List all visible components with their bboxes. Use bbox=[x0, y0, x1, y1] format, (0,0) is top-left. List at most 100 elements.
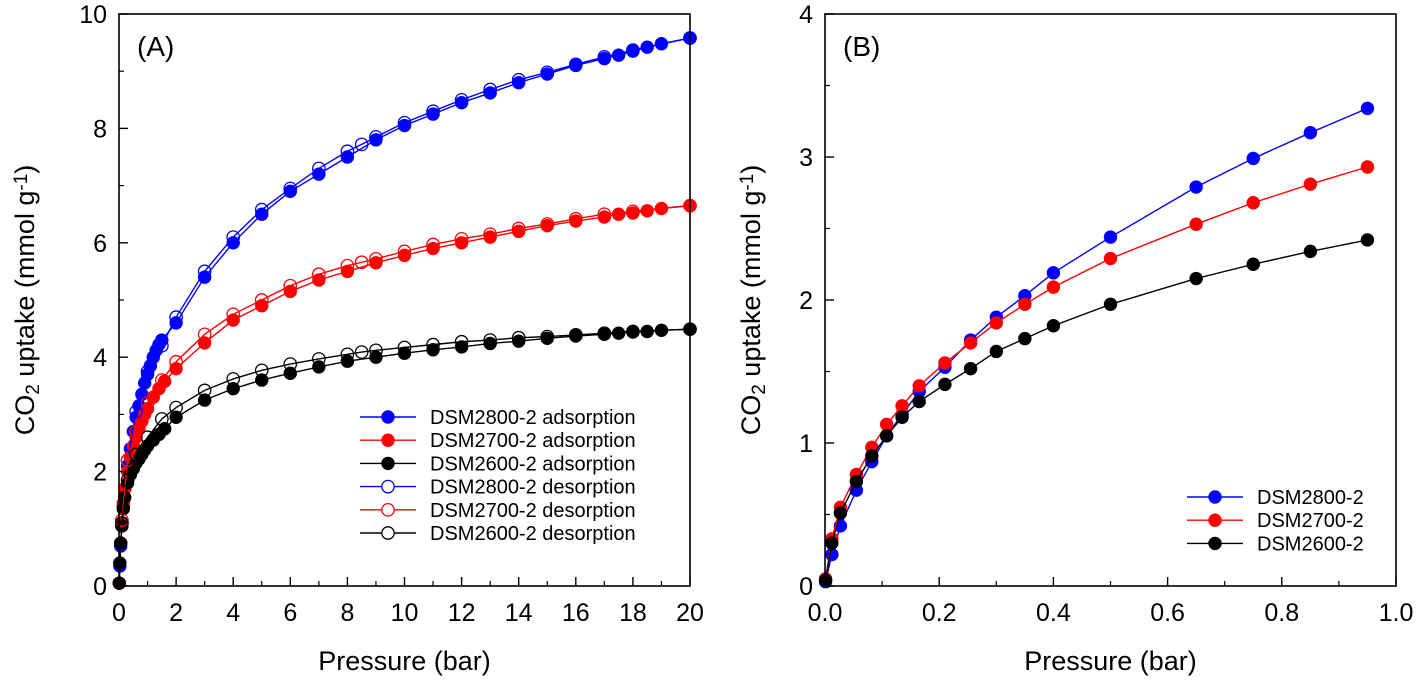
data-point bbox=[1360, 101, 1375, 116]
legend-marker bbox=[381, 502, 395, 517]
data-point bbox=[483, 227, 497, 242]
y-tick-label: 3 bbox=[799, 144, 813, 172]
data-point bbox=[197, 327, 212, 342]
series-5 bbox=[115, 198, 697, 528]
data-point bbox=[140, 430, 155, 445]
data-point bbox=[255, 207, 269, 221]
x-tick-label: 10 bbox=[391, 599, 419, 627]
x-tick-label: 12 bbox=[448, 599, 476, 627]
x-axis-title: Pressure (bar) bbox=[318, 646, 491, 676]
data-point bbox=[1189, 180, 1203, 194]
x-tick-label: 6 bbox=[283, 599, 297, 627]
y-tick-label: 0 bbox=[799, 573, 813, 601]
data-point bbox=[283, 357, 298, 371]
data-point bbox=[226, 307, 241, 322]
legend-item: DSM2800-2 adsorption bbox=[360, 407, 636, 429]
data-point bbox=[597, 326, 612, 341]
data-point bbox=[454, 340, 469, 354]
legend-item: DSM2700-2 bbox=[1187, 510, 1364, 532]
legend-label: DSM2800-2 adsorption bbox=[430, 407, 636, 429]
data-point bbox=[154, 338, 169, 353]
x-tick-label: 8 bbox=[340, 599, 354, 627]
y-axis-title: CO2 uptake (mmol g-1) bbox=[10, 165, 44, 436]
data-point bbox=[426, 337, 440, 352]
data-point bbox=[833, 506, 848, 520]
data-point bbox=[169, 361, 183, 376]
data-point bbox=[311, 161, 326, 176]
data-point bbox=[989, 316, 1003, 330]
data-point bbox=[1189, 217, 1203, 231]
data-point bbox=[169, 400, 183, 415]
data-point bbox=[113, 556, 127, 570]
data-point bbox=[340, 347, 355, 362]
series-line bbox=[121, 37, 691, 524]
legend-item: DSM2800-2 bbox=[1187, 487, 1364, 509]
data-point bbox=[369, 130, 383, 144]
data-point bbox=[120, 473, 135, 488]
data-point bbox=[568, 211, 583, 226]
data-point bbox=[1360, 233, 1375, 247]
data-point bbox=[1103, 297, 1118, 311]
data-point bbox=[626, 43, 640, 57]
data-point bbox=[568, 57, 583, 72]
data-point bbox=[938, 377, 952, 392]
data-point bbox=[963, 336, 978, 350]
legend-label: DSM2800-2 bbox=[1257, 487, 1364, 509]
legend-label: DSM2600-2 bbox=[1257, 533, 1364, 555]
data-point bbox=[397, 244, 412, 259]
data-point bbox=[1303, 125, 1318, 140]
x-tick-label: 18 bbox=[619, 599, 647, 627]
data-point bbox=[1103, 251, 1118, 266]
y-tick-label: 0 bbox=[93, 573, 107, 601]
data-point bbox=[895, 399, 909, 413]
data-point bbox=[454, 92, 469, 107]
data-point bbox=[154, 412, 169, 426]
data-point bbox=[1046, 319, 1061, 333]
x-tick-label: 16 bbox=[562, 599, 590, 627]
legend-item: DSM2600-2 desorption bbox=[360, 523, 636, 545]
data-point bbox=[1303, 244, 1318, 259]
x-tick-label: 2 bbox=[169, 599, 183, 627]
data-point bbox=[879, 417, 894, 432]
data-point bbox=[511, 221, 526, 236]
legend-label: DSM2800-2 desorption bbox=[430, 477, 636, 499]
x-tick-label: 0.0 bbox=[808, 599, 843, 627]
y-tick-label: 6 bbox=[93, 230, 107, 258]
data-point bbox=[226, 381, 240, 396]
data-point bbox=[254, 293, 269, 307]
data-point bbox=[895, 410, 909, 424]
data-point bbox=[169, 310, 183, 325]
panel-label: (A) bbox=[137, 31, 174, 62]
data-point bbox=[1103, 230, 1118, 244]
data-point bbox=[1018, 297, 1032, 311]
data-point bbox=[511, 72, 526, 87]
x-tick-label: 14 bbox=[505, 599, 533, 627]
data-point bbox=[912, 394, 926, 409]
legend-marker bbox=[381, 456, 395, 471]
legend-marker bbox=[381, 526, 395, 540]
data-point bbox=[369, 350, 383, 364]
data-point bbox=[540, 65, 555, 80]
data-point bbox=[114, 536, 128, 550]
data-point bbox=[426, 237, 440, 252]
data-point bbox=[568, 328, 583, 342]
series-line bbox=[121, 204, 691, 521]
data-point bbox=[597, 210, 612, 224]
data-point bbox=[197, 393, 212, 407]
data-point bbox=[255, 373, 269, 387]
x-tick-label: 20 bbox=[676, 599, 704, 627]
data-point bbox=[369, 251, 383, 266]
data-point bbox=[569, 329, 583, 343]
data-point bbox=[1246, 257, 1260, 271]
panel-a: 0 2 4 6 8 10 12 14 16 18 20 0 2 4 6 8 10 Pressure (bar) CO… bbox=[10, 1, 704, 676]
data-point bbox=[626, 204, 640, 219]
series-line bbox=[121, 328, 691, 524]
data-point bbox=[626, 324, 640, 339]
data-point bbox=[426, 343, 440, 357]
data-point bbox=[1246, 196, 1260, 210]
data-point bbox=[1303, 177, 1318, 191]
data-point bbox=[540, 217, 555, 231]
